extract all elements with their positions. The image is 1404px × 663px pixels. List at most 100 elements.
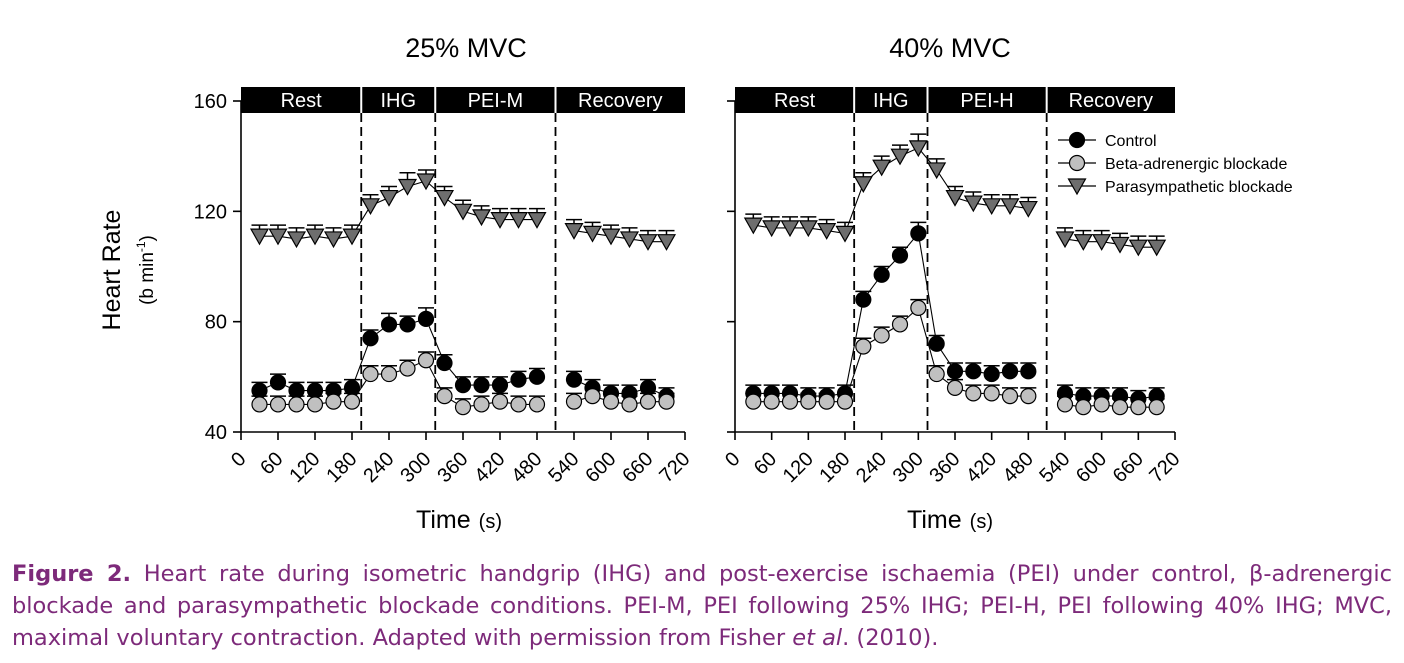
data-point [853, 176, 873, 193]
data-point [360, 198, 381, 216]
phase-bar-segment [361, 87, 436, 113]
y-axis-unit-suffix: ) [137, 235, 158, 241]
data-point [891, 316, 909, 333]
caption-label: Figure 2. [12, 561, 132, 587]
x-axis-label-unit: (s) [970, 511, 993, 533]
x-tick-label: 600 [581, 448, 620, 487]
data-point [473, 377, 490, 394]
data-point [565, 393, 583, 410]
data-point [286, 231, 307, 249]
series-beta [251, 351, 675, 416]
series-para [249, 169, 677, 251]
phase-label: IHG [873, 90, 909, 112]
data-point [910, 299, 927, 316]
y-axis-label-unit: (b min-1) [134, 235, 158, 305]
data-point [491, 377, 509, 394]
data-point [743, 217, 763, 235]
data-point [380, 365, 398, 383]
legend-marker [1068, 154, 1086, 172]
data-point [891, 247, 909, 264]
data-point [342, 228, 362, 246]
data-point [490, 212, 510, 229]
data-point [510, 371, 527, 388]
data-point [602, 393, 620, 410]
phase-bar-segment [555, 87, 685, 113]
data-point [855, 338, 872, 355]
data-point [491, 393, 509, 410]
x-tick-label: 420 [470, 448, 509, 487]
data-point [564, 223, 584, 240]
phase-label: PEI-M [468, 90, 524, 112]
x-axis-label-unit: (s) [479, 511, 502, 533]
x-tick-label: 240 [359, 448, 398, 487]
data-point [890, 148, 910, 166]
data-point [855, 291, 872, 308]
data-point [982, 198, 1002, 216]
x-tick-label: 360 [925, 448, 964, 487]
data-point [872, 159, 892, 177]
data-point [1000, 198, 1020, 216]
data-point [436, 388, 453, 405]
phase-bar-segment [735, 87, 855, 113]
phase-label: Rest [774, 90, 816, 112]
data-point [436, 354, 453, 372]
y-tick-label: 160 [194, 91, 227, 113]
data-point [510, 396, 527, 413]
phase-bar-segment [1046, 87, 1175, 113]
data-point [1020, 363, 1037, 380]
caption-text-end: . (2010). [842, 625, 939, 651]
x-tick-label: 540 [1035, 448, 1074, 487]
data-point [601, 228, 621, 246]
data-point [1110, 236, 1130, 254]
data-point [528, 368, 546, 385]
x-axis-label-main: Time [416, 506, 471, 534]
legend-item: Control [1058, 131, 1157, 150]
x-tick-label: 420 [962, 448, 1001, 487]
data-point [781, 393, 799, 410]
data-point [397, 178, 418, 196]
panel-title: 25% MVC [405, 33, 527, 63]
data-point [508, 212, 529, 229]
data-point [362, 365, 379, 383]
data-point [1147, 239, 1167, 257]
legend-label: Parasympathetic blockade [1105, 179, 1293, 196]
figure: Heart Rate (b min-1) Time (s) Time (s) 25%… [98, 33, 1293, 534]
data-point [380, 316, 398, 333]
legend-label: Control [1105, 133, 1157, 150]
y-tick-label: 80 [205, 312, 227, 334]
data-point [399, 316, 416, 333]
x-tick-label: 120 [779, 448, 818, 487]
data-point [1001, 388, 1019, 405]
legend-label: Beta-adrenergic blockade [1105, 156, 1287, 173]
data-point [928, 335, 945, 352]
data-point [619, 231, 640, 249]
data-point [638, 234, 658, 251]
x-tick-label: 300 [396, 448, 435, 487]
x-tick-label: 300 [889, 448, 928, 487]
figure-caption: Figure 2. Heart rate during isometric ha… [12, 558, 1392, 654]
legend-marker [1068, 131, 1086, 149]
legend-item: Beta-adrenergic blockade [1058, 154, 1287, 173]
phase-label: Recovery [578, 90, 662, 112]
phase-label: Rest [281, 90, 323, 112]
x-tick-label: 240 [852, 448, 891, 487]
data-point [1128, 239, 1148, 257]
series-beta [745, 298, 1165, 416]
data-point [1092, 234, 1112, 251]
data-point [434, 189, 455, 207]
panel-25-mvc: 25% MVC Rest IHG PEI-M Recovery 40 80 120 160 0 60… [194, 33, 695, 487]
data-point [908, 140, 928, 158]
data-point [818, 393, 835, 410]
data-point [379, 189, 399, 207]
data-point [658, 393, 675, 410]
data-point [965, 363, 982, 380]
data-point [416, 173, 436, 191]
legend-marker [1067, 178, 1087, 196]
data-point [745, 393, 762, 410]
data-point [1075, 399, 1092, 416]
data-point [621, 396, 638, 413]
data-point [1130, 399, 1147, 416]
y-tick-label: 40 [205, 422, 227, 444]
phase-label: PEI-H [960, 90, 1013, 112]
